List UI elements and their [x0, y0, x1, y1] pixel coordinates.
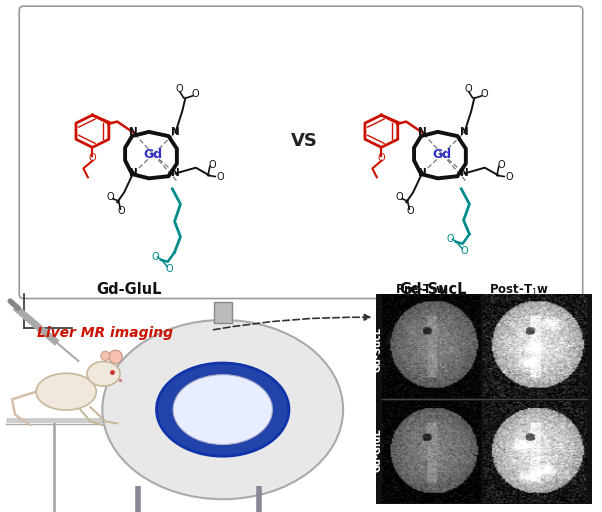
Text: Liver MR imaging: Liver MR imaging	[37, 326, 173, 340]
Text: Gd: Gd	[144, 148, 163, 161]
Text: O: O	[192, 89, 200, 99]
Text: O: O	[118, 206, 126, 216]
Ellipse shape	[157, 363, 289, 456]
Ellipse shape	[102, 320, 343, 499]
Ellipse shape	[101, 351, 110, 360]
Text: Gd: Gd	[433, 148, 452, 161]
Text: O: O	[88, 153, 96, 163]
FancyBboxPatch shape	[376, 294, 592, 504]
Text: O: O	[464, 84, 472, 94]
Text: VS: VS	[291, 132, 317, 150]
Text: O: O	[460, 246, 468, 257]
Ellipse shape	[109, 350, 122, 364]
Text: O: O	[107, 192, 114, 202]
Text: N: N	[129, 127, 137, 137]
Text: O: O	[498, 160, 505, 170]
Text: O: O	[481, 89, 489, 99]
Text: Gd-SucL: Gd-SucL	[400, 282, 467, 297]
Text: O: O	[407, 206, 415, 216]
Text: O: O	[152, 252, 160, 262]
Text: O: O	[377, 153, 385, 163]
Text: O: O	[166, 264, 173, 274]
Text: O: O	[209, 160, 216, 170]
Text: O: O	[447, 233, 455, 244]
Text: O: O	[217, 172, 225, 182]
Text: N: N	[129, 168, 137, 179]
Text: O: O	[506, 172, 514, 182]
Text: N: N	[418, 168, 426, 179]
Text: N: N	[171, 127, 180, 137]
Text: Gd-SucL: Gd-SucL	[373, 327, 382, 372]
Ellipse shape	[36, 373, 96, 410]
Text: Gd-GluL: Gd-GluL	[373, 429, 382, 473]
Text: O: O	[175, 84, 183, 94]
Text: N: N	[171, 168, 180, 179]
Text: Pre-T$_1$w: Pre-T$_1$w	[395, 283, 448, 298]
Ellipse shape	[87, 361, 120, 386]
Bar	[214, 302, 232, 323]
Text: N: N	[460, 168, 469, 179]
Text: Post-T$_1$w: Post-T$_1$w	[489, 283, 549, 298]
Text: O: O	[396, 192, 403, 202]
Text: Gd-GluL: Gd-GluL	[97, 282, 162, 297]
Ellipse shape	[173, 375, 273, 444]
FancyBboxPatch shape	[19, 6, 583, 298]
Text: N: N	[418, 127, 426, 137]
Text: N: N	[460, 127, 469, 137]
